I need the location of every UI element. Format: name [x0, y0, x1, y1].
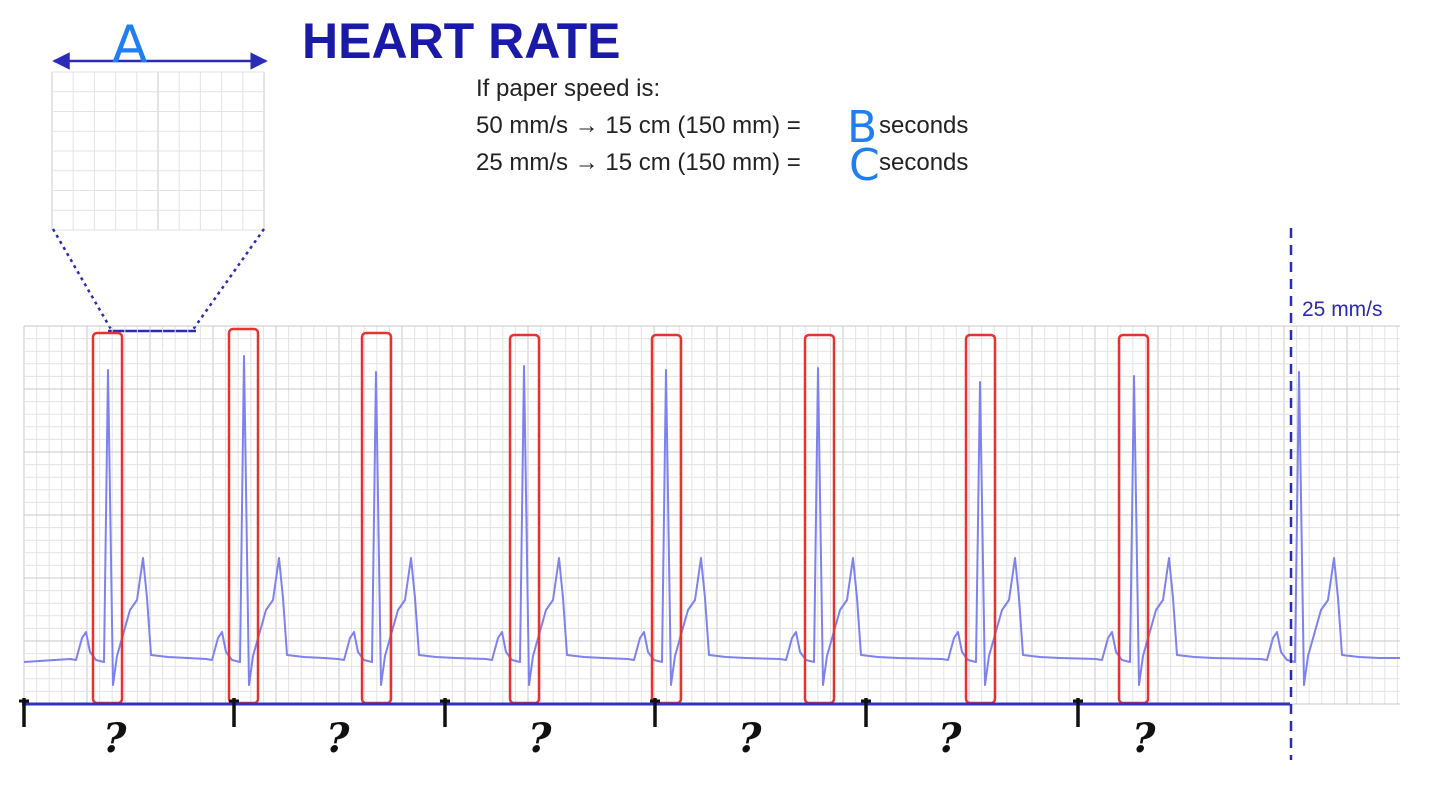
page-title: HEART RATE	[302, 13, 621, 69]
interval-question-mark: ?	[528, 715, 552, 762]
paper-speed-label: 25 mm/s	[1302, 298, 1383, 321]
ecg-grid-paper	[23, 325, 1400, 705]
zoom-guide-right	[190, 228, 266, 332]
zoom-guide-left	[51, 228, 114, 332]
seconds-label-2: seconds	[879, 149, 968, 176]
question-intro: If paper speed is:	[476, 75, 660, 102]
question-line-1: 50 mm/s → 15 cm (150 mm) =	[476, 112, 801, 139]
ecg-trace	[23, 355, 1400, 686]
interval-question-mark: ?	[326, 715, 350, 762]
blank-b-label: B	[847, 102, 877, 153]
seconds-label-1: seconds	[879, 112, 968, 139]
interval-question-mark: ?	[938, 715, 962, 762]
blank-c-label: C	[849, 140, 880, 191]
interval-question-mark: ?	[738, 715, 762, 762]
interval-question-mark: ?	[103, 715, 127, 762]
question-line-2: 25 mm/s → 15 cm (150 mm) =	[476, 149, 801, 176]
timeline-marks: ??????	[19, 698, 1156, 762]
zoomed-large-square	[51, 71, 265, 231]
zoom-label-a: A	[112, 15, 148, 75]
interval-question-mark: ?	[1132, 715, 1156, 762]
